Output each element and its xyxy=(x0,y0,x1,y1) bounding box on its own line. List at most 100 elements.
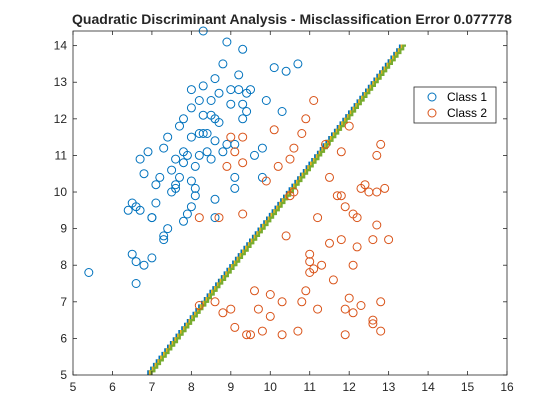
class-1-point xyxy=(214,118,224,127)
class-1-point xyxy=(198,129,208,138)
class-1-point xyxy=(186,103,196,113)
class-1-point xyxy=(179,114,188,124)
class-1-point xyxy=(139,169,149,179)
class-2-point xyxy=(360,180,370,190)
class-1-point xyxy=(139,260,149,270)
class-1-point xyxy=(238,114,248,124)
class-2-point xyxy=(293,326,303,336)
chart-title: Quadratic Discriminant Analysis - Miscla… xyxy=(72,11,512,27)
class-1-point xyxy=(159,235,169,245)
class-1-point xyxy=(147,253,157,263)
class-2-point xyxy=(380,183,390,193)
class-2-point xyxy=(297,129,307,138)
class-2-point xyxy=(376,139,386,149)
class-1-point xyxy=(151,180,161,190)
y-tick-label: 14 xyxy=(54,39,68,53)
class-1-point xyxy=(182,209,192,219)
class-2-point xyxy=(222,161,232,171)
class-1-point xyxy=(190,183,200,193)
class-1-point xyxy=(159,231,169,241)
class-2-point xyxy=(281,231,291,241)
class-2-point xyxy=(257,326,267,336)
class-2-point xyxy=(242,330,252,340)
class-1-point xyxy=(190,161,200,171)
class-2-point xyxy=(384,235,394,245)
legend-marker-class-2 xyxy=(427,108,437,118)
class-1-point xyxy=(214,88,224,98)
class-2-point xyxy=(297,297,307,307)
class-1-point xyxy=(175,121,184,131)
class-2-point xyxy=(336,191,346,201)
x-tick-label: 12 xyxy=(343,380,357,394)
class-2-point xyxy=(368,315,378,325)
class-1-point xyxy=(171,154,181,164)
class-1-point xyxy=(230,139,240,149)
class-1-point xyxy=(242,107,252,116)
class-1-point xyxy=(293,59,303,69)
class-2-point xyxy=(277,330,287,340)
class-2-point xyxy=(340,304,350,314)
class-1-point xyxy=(179,216,188,226)
class-2-point xyxy=(273,161,283,171)
class-1-point xyxy=(250,150,259,160)
class-1-point xyxy=(186,85,196,95)
class-2-point xyxy=(344,293,354,303)
x-tick-label: 9 xyxy=(227,380,234,394)
class-1-point xyxy=(186,176,196,186)
class-2-point xyxy=(368,319,378,329)
class-1-point xyxy=(222,37,232,47)
class-2-point xyxy=(328,275,338,285)
class-2-point xyxy=(356,301,366,310)
class-1-point xyxy=(147,213,157,223)
class-2-point xyxy=(253,304,263,314)
class-1-point xyxy=(182,150,192,160)
y-tick-label: 12 xyxy=(54,112,68,126)
class-1-point xyxy=(186,132,196,142)
class-1-point xyxy=(143,147,153,157)
class-2-point xyxy=(340,202,350,212)
class-1-point xyxy=(210,194,220,204)
class-1-point xyxy=(202,129,212,138)
class-1-point xyxy=(218,147,228,157)
y-tick-label: 11 xyxy=(55,148,68,162)
class-2-point xyxy=(305,257,315,267)
decision-boundary xyxy=(147,44,406,375)
class-1-point xyxy=(261,96,271,105)
class-2-point xyxy=(301,114,311,124)
class-1-point xyxy=(84,268,94,277)
legend-label-class-1: Class 1 xyxy=(447,90,487,104)
class-1-point xyxy=(171,180,181,190)
class-1-point xyxy=(269,63,279,73)
class-2-point xyxy=(246,330,255,340)
y-tick-label: 6 xyxy=(60,331,67,345)
class-2-point xyxy=(325,238,334,248)
class-2-point xyxy=(285,191,295,201)
class-2-point xyxy=(352,242,362,252)
class-2-point xyxy=(368,235,378,245)
y-tick-label: 9 xyxy=(60,222,67,236)
class-1-point xyxy=(163,224,173,234)
class-2-point xyxy=(226,132,236,142)
class-1-point xyxy=(131,279,141,288)
class-2-point xyxy=(289,143,299,153)
y-tick-label: 13 xyxy=(54,75,68,89)
legend: Class 1 Class 2 xyxy=(413,86,497,124)
x-tick-label: 15 xyxy=(461,380,475,394)
y-tick-label: 5 xyxy=(60,368,67,382)
class-1-point xyxy=(277,107,287,116)
class-1-point xyxy=(234,85,244,95)
class-2-point xyxy=(277,297,287,307)
class-1-point xyxy=(135,154,145,164)
y-tick-label: 7 xyxy=(60,295,67,309)
class-2-point xyxy=(265,311,275,321)
class-1-point xyxy=(135,205,145,215)
class-1-point xyxy=(230,183,240,193)
class-2-point xyxy=(376,297,386,307)
class-2-point xyxy=(230,147,240,157)
class-1-point xyxy=(226,99,236,109)
class-1-point xyxy=(202,147,212,157)
x-tick-label: 13 xyxy=(382,380,396,394)
axes-box xyxy=(72,30,508,376)
class-1-point xyxy=(210,74,220,84)
